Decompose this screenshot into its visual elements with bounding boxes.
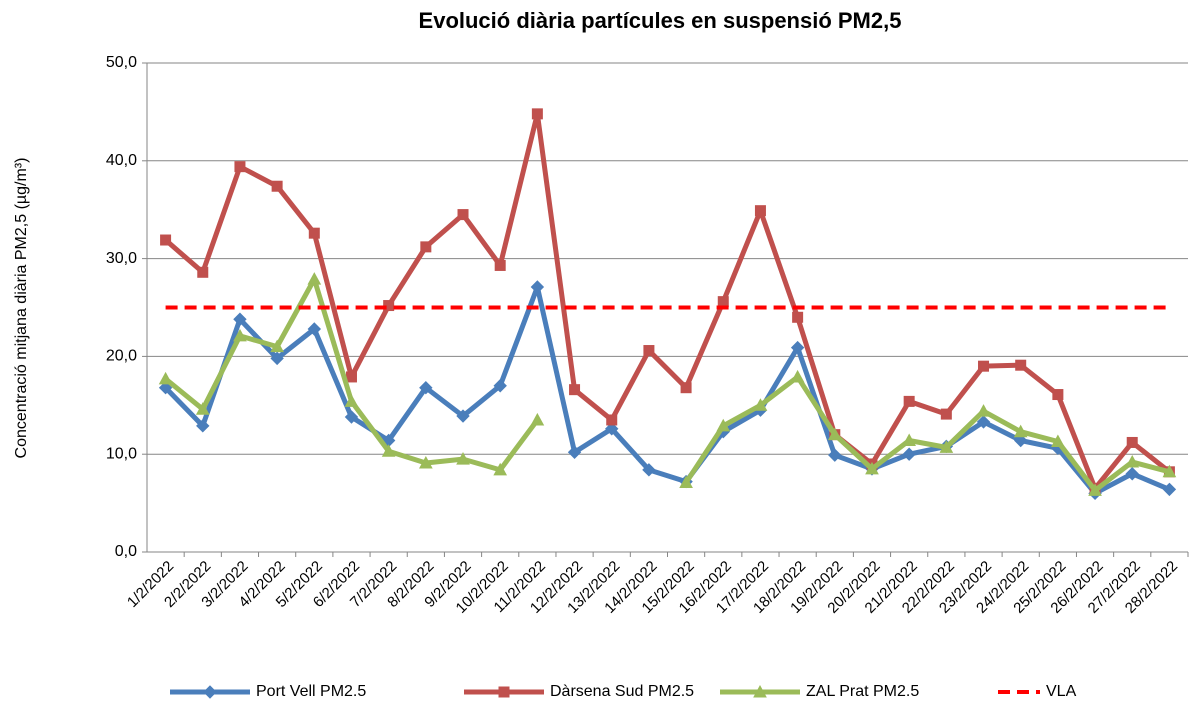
legend-label: Port Vell PM2.5 (256, 683, 366, 700)
marker (345, 371, 357, 383)
marker (344, 394, 359, 407)
marker (344, 410, 359, 424)
marker (790, 340, 805, 355)
marker (456, 409, 470, 423)
marker (1051, 434, 1065, 447)
marker (865, 461, 879, 475)
marker (203, 685, 217, 699)
marker (717, 296, 729, 308)
marker (828, 448, 842, 462)
marker (307, 272, 322, 285)
y-tick-label: 30,0 (106, 250, 137, 267)
marker (1126, 436, 1138, 448)
marker (1013, 433, 1028, 448)
y-tick-label: 40,0 (106, 152, 137, 169)
marker (1125, 454, 1140, 468)
marker (827, 427, 842, 441)
legend-label: Dàrsena Sud PM2.5 (550, 683, 694, 700)
marker (457, 209, 469, 221)
marker (978, 360, 990, 372)
marker (1015, 359, 1027, 371)
legend-label: VLA (1046, 683, 1077, 700)
marker (195, 402, 210, 415)
marker (903, 395, 915, 407)
marker (680, 382, 692, 394)
marker (530, 412, 545, 426)
marker (1013, 424, 1028, 438)
marker (754, 205, 766, 217)
marker (569, 384, 581, 396)
marker (716, 418, 731, 432)
marker (456, 452, 470, 465)
chart-title: Evolució diària partícules en suspensió … (419, 8, 902, 33)
marker (381, 444, 396, 457)
marker (1162, 482, 1177, 497)
marker (902, 433, 917, 447)
marker (1162, 464, 1177, 478)
marker (753, 684, 767, 698)
marker (160, 234, 172, 246)
marker (790, 369, 805, 383)
marker (1052, 389, 1064, 401)
marker (307, 322, 322, 336)
marker (233, 312, 247, 326)
y-tick-label: 50,0 (106, 54, 137, 71)
marker (234, 161, 246, 173)
marker (197, 266, 209, 278)
marker (531, 108, 543, 120)
marker (567, 445, 582, 459)
marker (976, 404, 991, 417)
marker (158, 371, 173, 385)
y-tick-label: 10,0 (106, 445, 137, 462)
marker (976, 415, 991, 429)
marker (902, 447, 916, 461)
marker (939, 440, 954, 453)
series-line (163, 111, 1171, 491)
y-axis-title: Concentració mitjana diària PM2,5 (µg/m³… (13, 158, 30, 459)
marker (606, 414, 618, 426)
y-tick-label: 20,0 (106, 348, 137, 365)
marker (792, 311, 804, 323)
marker (643, 345, 655, 357)
marker (530, 280, 545, 294)
marker (1088, 483, 1102, 496)
marker (605, 422, 619, 436)
marker (271, 180, 283, 192)
series-line (164, 276, 1171, 493)
marker (420, 241, 432, 253)
marker (196, 419, 210, 433)
marker (494, 259, 506, 271)
legend-label: ZAL Prat PM2.5 (806, 683, 919, 700)
marker (940, 408, 952, 420)
marker (1125, 467, 1139, 481)
marker (418, 455, 433, 469)
marker (679, 475, 693, 489)
marker (753, 398, 768, 411)
marker (493, 379, 507, 393)
marker (158, 380, 173, 395)
marker (308, 227, 320, 239)
y-tick-label: 0,0 (115, 543, 137, 560)
marker (498, 686, 510, 698)
marker (270, 351, 284, 366)
series-line (163, 284, 1171, 496)
marker (270, 339, 284, 353)
marker (233, 328, 247, 342)
marker (493, 462, 508, 476)
marker (419, 380, 433, 395)
marker (642, 463, 656, 477)
